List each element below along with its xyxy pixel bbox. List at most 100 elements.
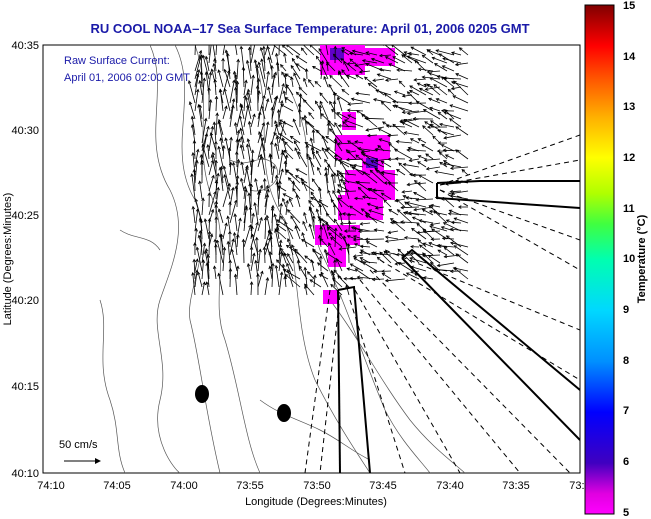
current-vector	[200, 71, 203, 88]
current-vector	[452, 95, 469, 104]
current-vector-head	[414, 59, 418, 64]
current-vector	[316, 150, 322, 160]
current-vector-head	[235, 138, 240, 143]
current-vector	[406, 202, 427, 208]
current-vector-head	[417, 239, 422, 243]
current-vector-head	[280, 104, 284, 108]
current-vector	[347, 235, 357, 240]
current-vector	[443, 134, 462, 139]
current-vector	[301, 178, 308, 192]
current-vector-head	[310, 196, 315, 201]
current-vector	[317, 167, 322, 176]
current-vector-head	[359, 222, 364, 226]
current-vector-head	[354, 63, 359, 67]
current-vector-head	[350, 226, 355, 230]
current-vector-head	[436, 263, 441, 268]
current-vector-head	[339, 232, 343, 237]
current-vector-head	[406, 111, 411, 116]
current-vector-head	[250, 158, 255, 163]
current-vector-head	[407, 51, 412, 56]
current-vector-head	[346, 243, 351, 247]
current-vector	[287, 209, 301, 224]
current-vector-head	[295, 194, 299, 198]
current-vector-head	[270, 64, 274, 69]
current-vector	[339, 232, 350, 248]
colorbar: 15 14 13 12 11 10 9 8 7 6 5 Temperature …	[584, 0, 648, 519]
current-vector-head	[361, 153, 366, 157]
current-vector-head	[258, 111, 262, 116]
current-vector-head	[406, 91, 411, 95]
current-vector	[427, 49, 441, 56]
current-vector	[278, 272, 283, 296]
current-vector	[390, 218, 399, 224]
current-vector-head	[409, 85, 413, 89]
current-vector-head	[333, 153, 338, 158]
current-vector-head	[398, 80, 403, 85]
current-vector-head	[317, 166, 321, 171]
current-vector-head	[346, 108, 351, 113]
current-vector-head	[383, 181, 388, 185]
current-vector	[303, 212, 308, 224]
current-vector	[250, 75, 254, 96]
current-vector-head	[432, 135, 436, 140]
current-vector-head	[402, 54, 407, 58]
current-vector	[439, 151, 448, 160]
current-vector	[428, 98, 441, 104]
current-vector	[437, 262, 455, 267]
current-vector-head	[204, 132, 209, 137]
current-vector	[410, 266, 427, 272]
current-vector-head	[326, 122, 331, 126]
current-vector-head	[312, 150, 316, 155]
current-vector	[419, 220, 434, 224]
current-vector	[415, 198, 434, 201]
current-vector-head	[431, 56, 436, 61]
current-vector	[291, 244, 301, 264]
current-vector	[236, 81, 238, 104]
current-vector	[381, 192, 392, 200]
current-vector-head	[327, 189, 331, 194]
current-vector-head	[238, 217, 242, 222]
current-vector	[255, 178, 259, 192]
current-vector	[271, 74, 275, 96]
y-tick: 40:20	[11, 295, 39, 307]
current-vector-head	[352, 235, 357, 239]
current-vector-head	[235, 80, 240, 85]
current-vector-head	[403, 51, 408, 55]
current-vector-head	[320, 271, 324, 276]
current-vector-head	[442, 222, 447, 226]
current-vector	[191, 116, 196, 136]
current-vector	[417, 182, 427, 184]
current-vector	[276, 62, 280, 88]
current-vector	[325, 45, 329, 56]
plot-area	[42, 44, 581, 474]
current-vector-head	[396, 198, 400, 203]
current-vector-head	[193, 242, 197, 246]
current-vector	[437, 130, 455, 136]
current-vector-head	[243, 185, 247, 190]
current-vector-head	[292, 118, 297, 123]
current-vector	[250, 150, 254, 176]
current-vector-head	[254, 40, 257, 43]
current-vector	[319, 61, 329, 80]
current-vector-head	[232, 231, 237, 236]
current-vector-head	[370, 160, 375, 164]
current-vector-head	[232, 79, 236, 84]
current-vector-head	[430, 237, 435, 241]
current-vector	[250, 222, 259, 248]
current-vector	[388, 143, 399, 152]
current-vector-head	[259, 46, 264, 51]
current-vector	[324, 249, 329, 264]
current-vector-head	[240, 161, 244, 166]
current-vector	[301, 232, 308, 248]
current-vector-head	[266, 45, 270, 50]
current-vector	[269, 251, 273, 272]
current-vector	[194, 69, 200, 96]
current-vector-head	[388, 143, 392, 147]
current-vector	[411, 228, 427, 240]
y-tick: 40:15	[11, 381, 39, 393]
y-tick: 40:10	[11, 468, 39, 480]
current-vector-head	[276, 259, 280, 263]
current-vector-head	[439, 161, 443, 166]
current-vector	[282, 45, 294, 56]
current-vector	[445, 182, 462, 185]
